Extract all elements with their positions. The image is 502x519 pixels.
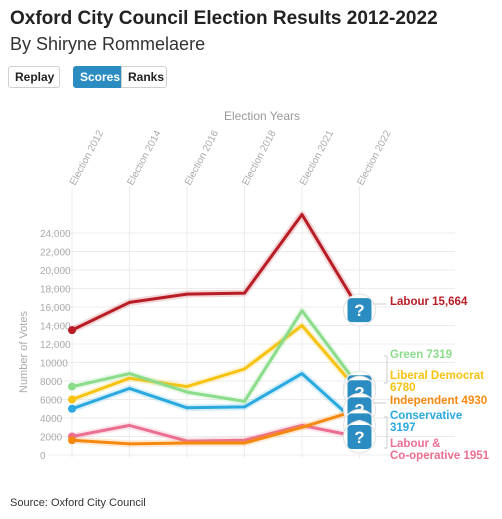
series-end-label: Conservative (390, 410, 462, 422)
end-marker-badge (347, 298, 372, 323)
y-tick-label: 16,000 (40, 303, 71, 314)
y-tick-label: 18,000 (40, 285, 71, 296)
series-start-point (68, 436, 76, 445)
series-glow (68, 211, 363, 334)
series-line (70, 423, 361, 443)
y-tick-label: 0 (40, 451, 46, 462)
y-tick-label: 6000 (40, 396, 63, 407)
x-tick-label: Election 2012 (68, 128, 106, 187)
x-axis-title: Election Years (224, 109, 300, 123)
y-tick-label: 20,000 (40, 266, 71, 277)
end-marker-glyph: ? (354, 301, 364, 320)
label-bracket (384, 416, 388, 449)
series-end-label: Green 7319 (390, 349, 452, 361)
series-end-label: Independent 4930 (390, 395, 487, 407)
replay-button[interactable]: Replay (8, 66, 60, 88)
series-end-label: Labour 15,664 (390, 296, 468, 308)
y-tick-label: 12,000 (40, 340, 71, 351)
end-marker-glyph: ? (354, 383, 364, 402)
series-line (70, 407, 361, 446)
series-line (70, 309, 361, 403)
series-start-point (68, 382, 76, 391)
y-axis-title: Number of Votes (18, 311, 30, 393)
x-tick-label: Election 2021 (298, 128, 336, 187)
end-marker-badge (347, 424, 372, 449)
chart-subtitle: By Shiryne Rommelaere (10, 34, 206, 54)
source-note: Source: Oxford City Council (10, 497, 146, 509)
y-tick-label: 24,000 (40, 229, 71, 240)
series-end-label: 3197 (390, 422, 416, 434)
series-end-label: Liberal Democrat (390, 370, 484, 382)
x-tick-label: Election 2022 (355, 128, 393, 187)
y-tick-label: 4000 (40, 414, 63, 425)
series-line (70, 324, 361, 401)
line-chart: Election Years Election 2012 Election 2014… (18, 109, 490, 462)
y-tick-label: 2000 (40, 433, 63, 444)
y-tick-label: 14,000 (40, 322, 71, 333)
ranks-toggle-button[interactable]: Ranks (121, 66, 167, 88)
series-line (70, 213, 361, 332)
x-tick-label: Election 2016 (183, 128, 221, 187)
end-marker-glyph: ? (354, 428, 364, 447)
label-bracket (384, 355, 388, 384)
y-tick-label: 22,000 (40, 248, 71, 259)
y-tick-label: 10000 (40, 359, 68, 370)
series-start-point (68, 326, 76, 335)
series-line (70, 372, 361, 427)
x-tick-label: Election 2014 (125, 128, 163, 187)
series-start-point (68, 395, 76, 404)
series-end-label: Labour & (390, 438, 440, 450)
y-tick-label: 8000 (40, 377, 63, 388)
scores-toggle-button[interactable]: Scores (73, 66, 122, 88)
x-tick-label: Election 2018 (240, 128, 278, 187)
series-end-label: 6780 (390, 382, 416, 394)
series-end-label: Co-operative 1951 (390, 450, 490, 462)
series-start-point (68, 404, 76, 413)
chart-title: Oxford City Council Election Results 201… (10, 8, 438, 29)
